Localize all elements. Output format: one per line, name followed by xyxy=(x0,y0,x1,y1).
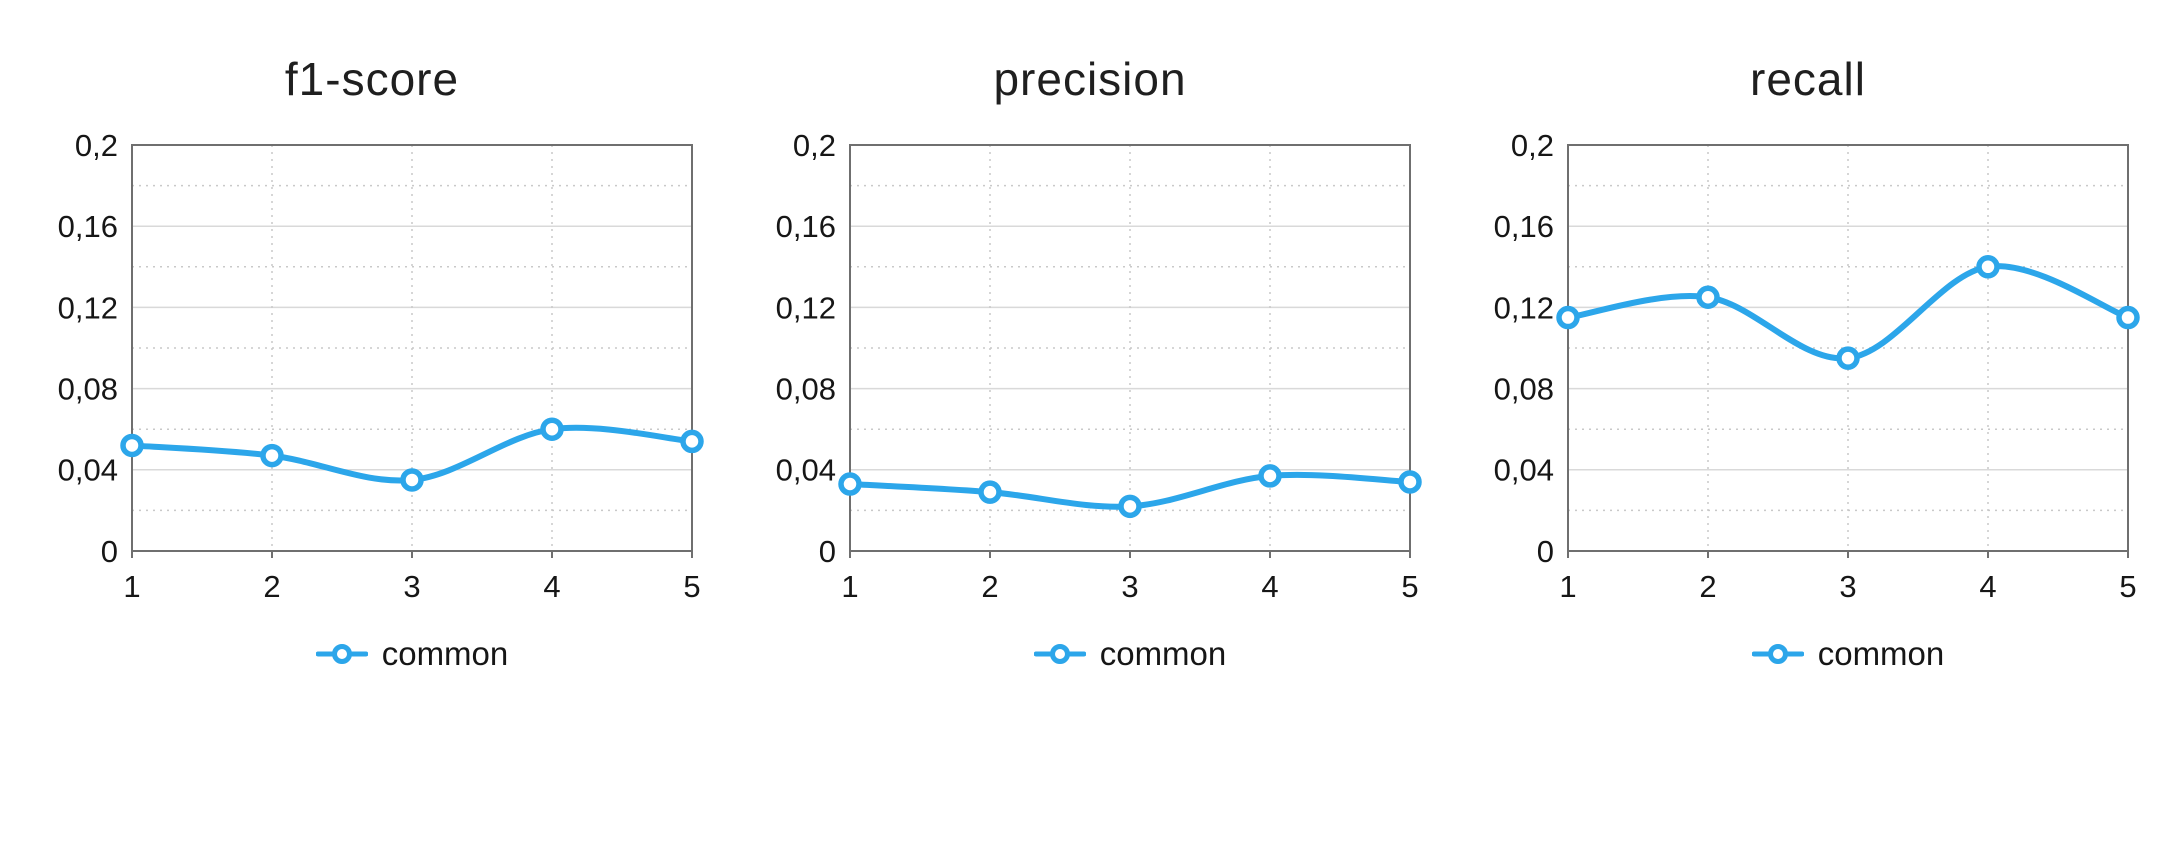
legend-item-common[interactable]: common xyxy=(315,635,509,673)
line-marker-icon xyxy=(1751,644,1804,665)
y-tick-label: 0 xyxy=(101,534,118,569)
data-point-marker xyxy=(400,468,424,492)
y-tick-label: 0,16 xyxy=(776,209,836,244)
y-tick-label: 0,2 xyxy=(1511,131,1554,163)
y-tick-label: 0,16 xyxy=(1494,209,1554,244)
data-point-marker xyxy=(978,480,1002,505)
data-point-marker xyxy=(120,433,144,458)
y-tick-label: 0,04 xyxy=(1494,453,1554,488)
legend-label: common xyxy=(381,635,509,673)
data-point-marker xyxy=(1976,255,2000,279)
legend-label: common xyxy=(1817,635,1945,673)
x-tick-label: 3 xyxy=(403,569,420,604)
y-tick-label: 0,08 xyxy=(1494,372,1554,407)
x-tick-label: 2 xyxy=(263,569,280,604)
x-tick-label: 2 xyxy=(1699,569,1716,604)
data-point-marker xyxy=(838,472,862,496)
x-tick-label: 4 xyxy=(543,569,560,604)
data-point-marker xyxy=(1258,464,1282,488)
data-point-marker xyxy=(1556,305,1580,330)
x-tick-label: 5 xyxy=(1401,569,1418,604)
x-tick-label: 1 xyxy=(1559,569,1576,604)
y-tick-label: 0,12 xyxy=(58,290,118,325)
x-tick-label: 5 xyxy=(683,569,700,604)
series-line xyxy=(1565,263,2131,362)
y-tick-label: 0,2 xyxy=(793,131,836,163)
data-point-marker xyxy=(1398,470,1422,494)
y-tick-label: 0,12 xyxy=(1494,290,1554,325)
y-tick-label: 0 xyxy=(1537,534,1554,569)
line-marker-icon xyxy=(315,644,368,665)
legend-ring xyxy=(1049,644,1070,665)
chart: f1-score 0 0,04 0,08 0,12 0,16 0,2 1 2 3 4 5 commo… xyxy=(14,52,730,673)
data-point-marker xyxy=(1118,494,1142,519)
legend-item-common[interactable]: common xyxy=(1751,635,1945,673)
chart-canvas: 0 0,04 0,08 0,12 0,16 0,2 1 2 3 4 5 xyxy=(58,131,704,604)
chart-canvas: 0 0,04 0,08 0,12 0,16 0,2 1 2 3 4 5 xyxy=(776,131,1422,604)
y-tick-label: 0,08 xyxy=(58,372,118,407)
data-point-marker xyxy=(2116,305,2140,330)
chart-title: recall xyxy=(1750,53,1866,105)
chart-title: f1-score xyxy=(284,53,460,105)
legend-label: common xyxy=(1099,635,1227,673)
chart: recall 0 0,04 0,08 0,12 0,16 0,2 1 2 3 4 5 common xyxy=(1450,52,2166,673)
x-tick-label: 5 xyxy=(2119,569,2136,604)
legend-ring xyxy=(1767,644,1788,665)
y-tick-label: 0,04 xyxy=(58,453,118,488)
x-tick-label: 2 xyxy=(981,569,998,604)
data-point-marker xyxy=(1696,285,1720,310)
x-tick-label: 1 xyxy=(841,569,858,604)
data-point-marker xyxy=(680,429,704,454)
data-point-marker xyxy=(1836,346,1860,371)
y-tick-label: 0,2 xyxy=(75,131,118,163)
chart-title: precision xyxy=(993,53,1187,105)
legend: common xyxy=(1468,635,2148,673)
x-tick-label: 4 xyxy=(1261,569,1278,604)
legend-ring xyxy=(331,644,352,665)
x-tick-label: 1 xyxy=(123,569,140,604)
legend-item-common[interactable]: common xyxy=(1033,635,1227,673)
y-tick-label: 0 xyxy=(819,534,836,569)
data-point-marker xyxy=(260,444,284,468)
charts-row: f1-score 0 0,04 0,08 0,12 0,16 0,2 1 2 3 4 5 commo… xyxy=(14,52,2166,673)
y-tick-label: 0,04 xyxy=(776,453,836,488)
chart: precision 0 0,04 0,08 0,12 0,16 0,2 1 2 3 4 5 comm… xyxy=(732,52,1448,673)
line-marker-icon xyxy=(1033,644,1086,665)
y-tick-label: 0,16 xyxy=(58,209,118,244)
chart-canvas: 0 0,04 0,08 0,12 0,16 0,2 1 2 3 4 5 xyxy=(1494,131,2140,604)
x-tick-label: 4 xyxy=(1979,569,1996,604)
x-tick-label: 3 xyxy=(1839,569,1856,604)
legend: common xyxy=(750,635,1430,673)
data-point-marker xyxy=(540,417,564,442)
x-tick-label: 3 xyxy=(1121,569,1138,604)
y-tick-label: 0,08 xyxy=(776,372,836,407)
y-tick-label: 0,12 xyxy=(776,290,836,325)
legend: common xyxy=(32,635,712,673)
